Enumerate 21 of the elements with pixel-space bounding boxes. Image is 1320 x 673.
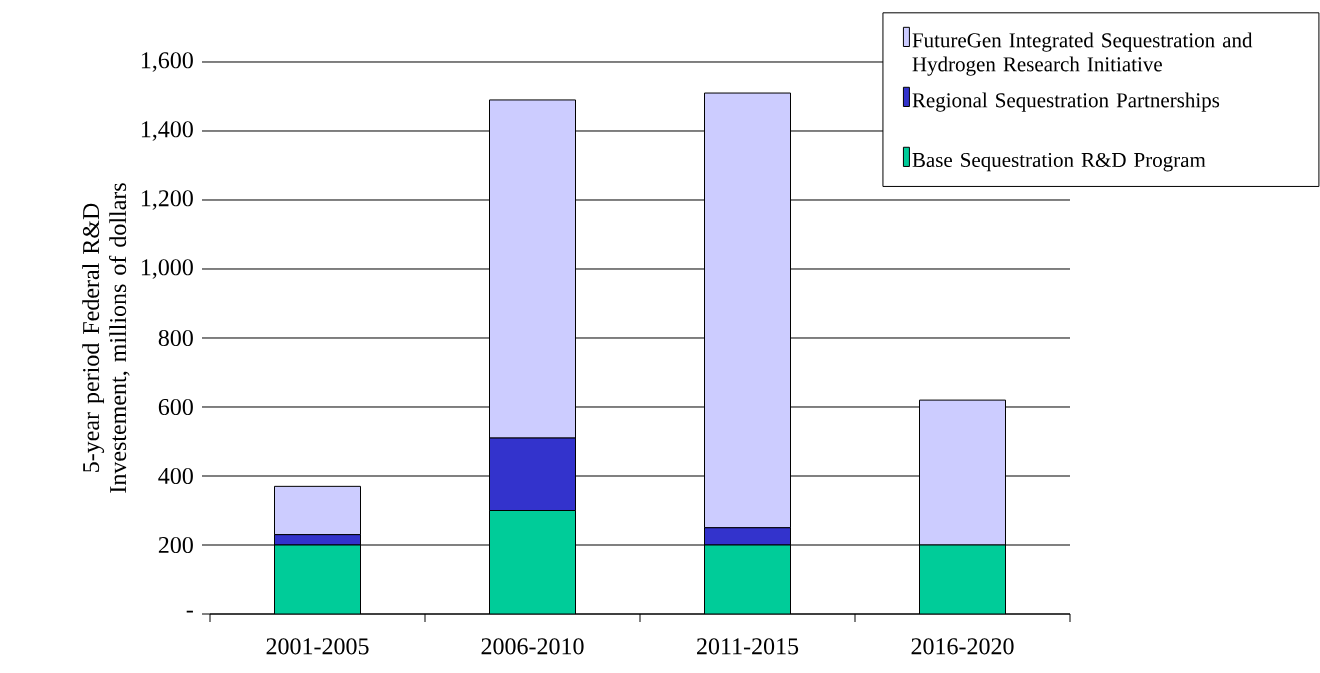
bar xyxy=(704,544,791,614)
x-tick-label: 2011-2015 xyxy=(697,638,799,655)
legend-label: Regional Sequestration Partnerships xyxy=(912,92,1220,112)
y-tick-label: 200 xyxy=(158,536,193,554)
x-tick-label: 2016-2020 xyxy=(911,638,1014,655)
y-tick-label: 400 xyxy=(158,467,193,485)
y-tick-label: - xyxy=(186,610,193,613)
bar xyxy=(489,510,576,614)
y-axis-title: 5-year period Federal R&D Investement, millions of dollars xyxy=(82,183,130,493)
legend-label: Base Sequestration R&D Program xyxy=(912,152,1206,172)
y-tick-label: 1,200 xyxy=(141,190,193,210)
bar xyxy=(274,544,361,614)
y-tick-label: 1,000 xyxy=(141,259,193,279)
legend-label: FutureGen Integrated Sequestration and Hydrogen Research Initiative xyxy=(912,32,1253,76)
x-tick-label: 2001-2005 xyxy=(266,638,369,655)
y-tick-label: 800 xyxy=(158,329,193,347)
y-tick-label: 1,400 xyxy=(141,121,193,141)
y-tick-label: 600 xyxy=(158,398,193,416)
bar xyxy=(919,544,1007,614)
x-tick-label: 2006-2010 xyxy=(481,638,584,655)
y-tick-label: 1,600 xyxy=(141,52,193,72)
